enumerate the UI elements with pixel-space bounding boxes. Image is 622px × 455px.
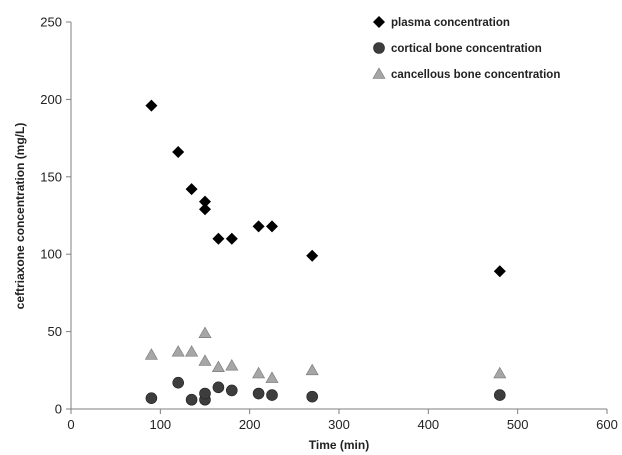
x-tick-label: 0 xyxy=(67,417,74,432)
plasma-point xyxy=(493,265,506,278)
x-tick-label: 100 xyxy=(149,417,171,432)
cancellous-bone-point xyxy=(493,366,507,379)
legend: plasma concentration cortical bone concen… xyxy=(372,16,560,81)
data-points xyxy=(144,99,507,406)
cancellous-bone-point xyxy=(305,363,319,376)
cancellous-bone-point xyxy=(198,326,212,338)
cancellous-bone-point xyxy=(198,354,212,366)
plasma-point xyxy=(266,220,278,233)
tick-group: 0 50 100 150 200 250 0 100 200 300 400 500 600 xyxy=(40,15,618,433)
plasma-point xyxy=(212,232,225,245)
cortical-bone-point xyxy=(226,384,238,397)
plasma-point xyxy=(145,99,158,112)
plasma-point xyxy=(225,232,238,245)
plasma-point xyxy=(199,203,211,216)
cancellous-bone-point xyxy=(185,345,199,357)
cortical-bone-point xyxy=(199,387,211,400)
cortical-bone-point xyxy=(185,393,198,406)
cortical-bone-point xyxy=(212,381,225,394)
cancellous-bone-point xyxy=(211,360,225,373)
cancellous-bone-point xyxy=(252,366,266,379)
legend-plasma-marker xyxy=(373,16,385,28)
x-tick-label: 200 xyxy=(239,417,261,432)
x-tick-label: 400 xyxy=(417,417,439,432)
cortical-bone-point xyxy=(493,389,506,401)
plasma-point xyxy=(199,195,211,208)
cortical-bone-point xyxy=(172,376,184,389)
y-tick-label: 100 xyxy=(40,247,62,262)
cancellous-bone-point xyxy=(171,345,185,357)
cortical-bone-point xyxy=(306,390,319,403)
y-tick-label: 50 xyxy=(48,324,62,339)
y-tick-label: 250 xyxy=(40,15,62,30)
cortical-bone-point xyxy=(252,387,265,400)
y-axis-title: ceftriaxone concentration (mg/L) xyxy=(13,123,27,310)
legend-cortical-bone-marker xyxy=(373,42,385,54)
plasma-point xyxy=(252,220,265,233)
plasma-point xyxy=(185,183,198,196)
x-axis-title: Time (min) xyxy=(309,438,369,452)
legend-cortical-bone-label: cortical bone concentration xyxy=(391,43,542,55)
y-tick-label: 150 xyxy=(40,169,62,184)
cancellous-bone-point xyxy=(225,359,239,371)
cancellous-bone-point xyxy=(144,348,158,360)
cancellous-bone-point xyxy=(265,371,279,383)
legend-cancellous-bone-label: cancellous bone concentration xyxy=(391,69,560,81)
legend-cancellous-bone-marker xyxy=(372,67,386,79)
x-tick-label: 300 xyxy=(328,417,350,432)
plasma-point xyxy=(306,249,319,262)
x-tick-label: 600 xyxy=(596,417,618,432)
cortical-bone-point xyxy=(145,392,158,404)
plasma-point xyxy=(172,146,185,159)
legend-plasma-label: plasma concentration xyxy=(391,17,510,29)
cortical-bone-point xyxy=(266,389,278,401)
y-tick-label: 200 xyxy=(40,92,62,107)
x-tick-label: 500 xyxy=(507,417,529,432)
y-tick-label: 0 xyxy=(55,402,62,417)
